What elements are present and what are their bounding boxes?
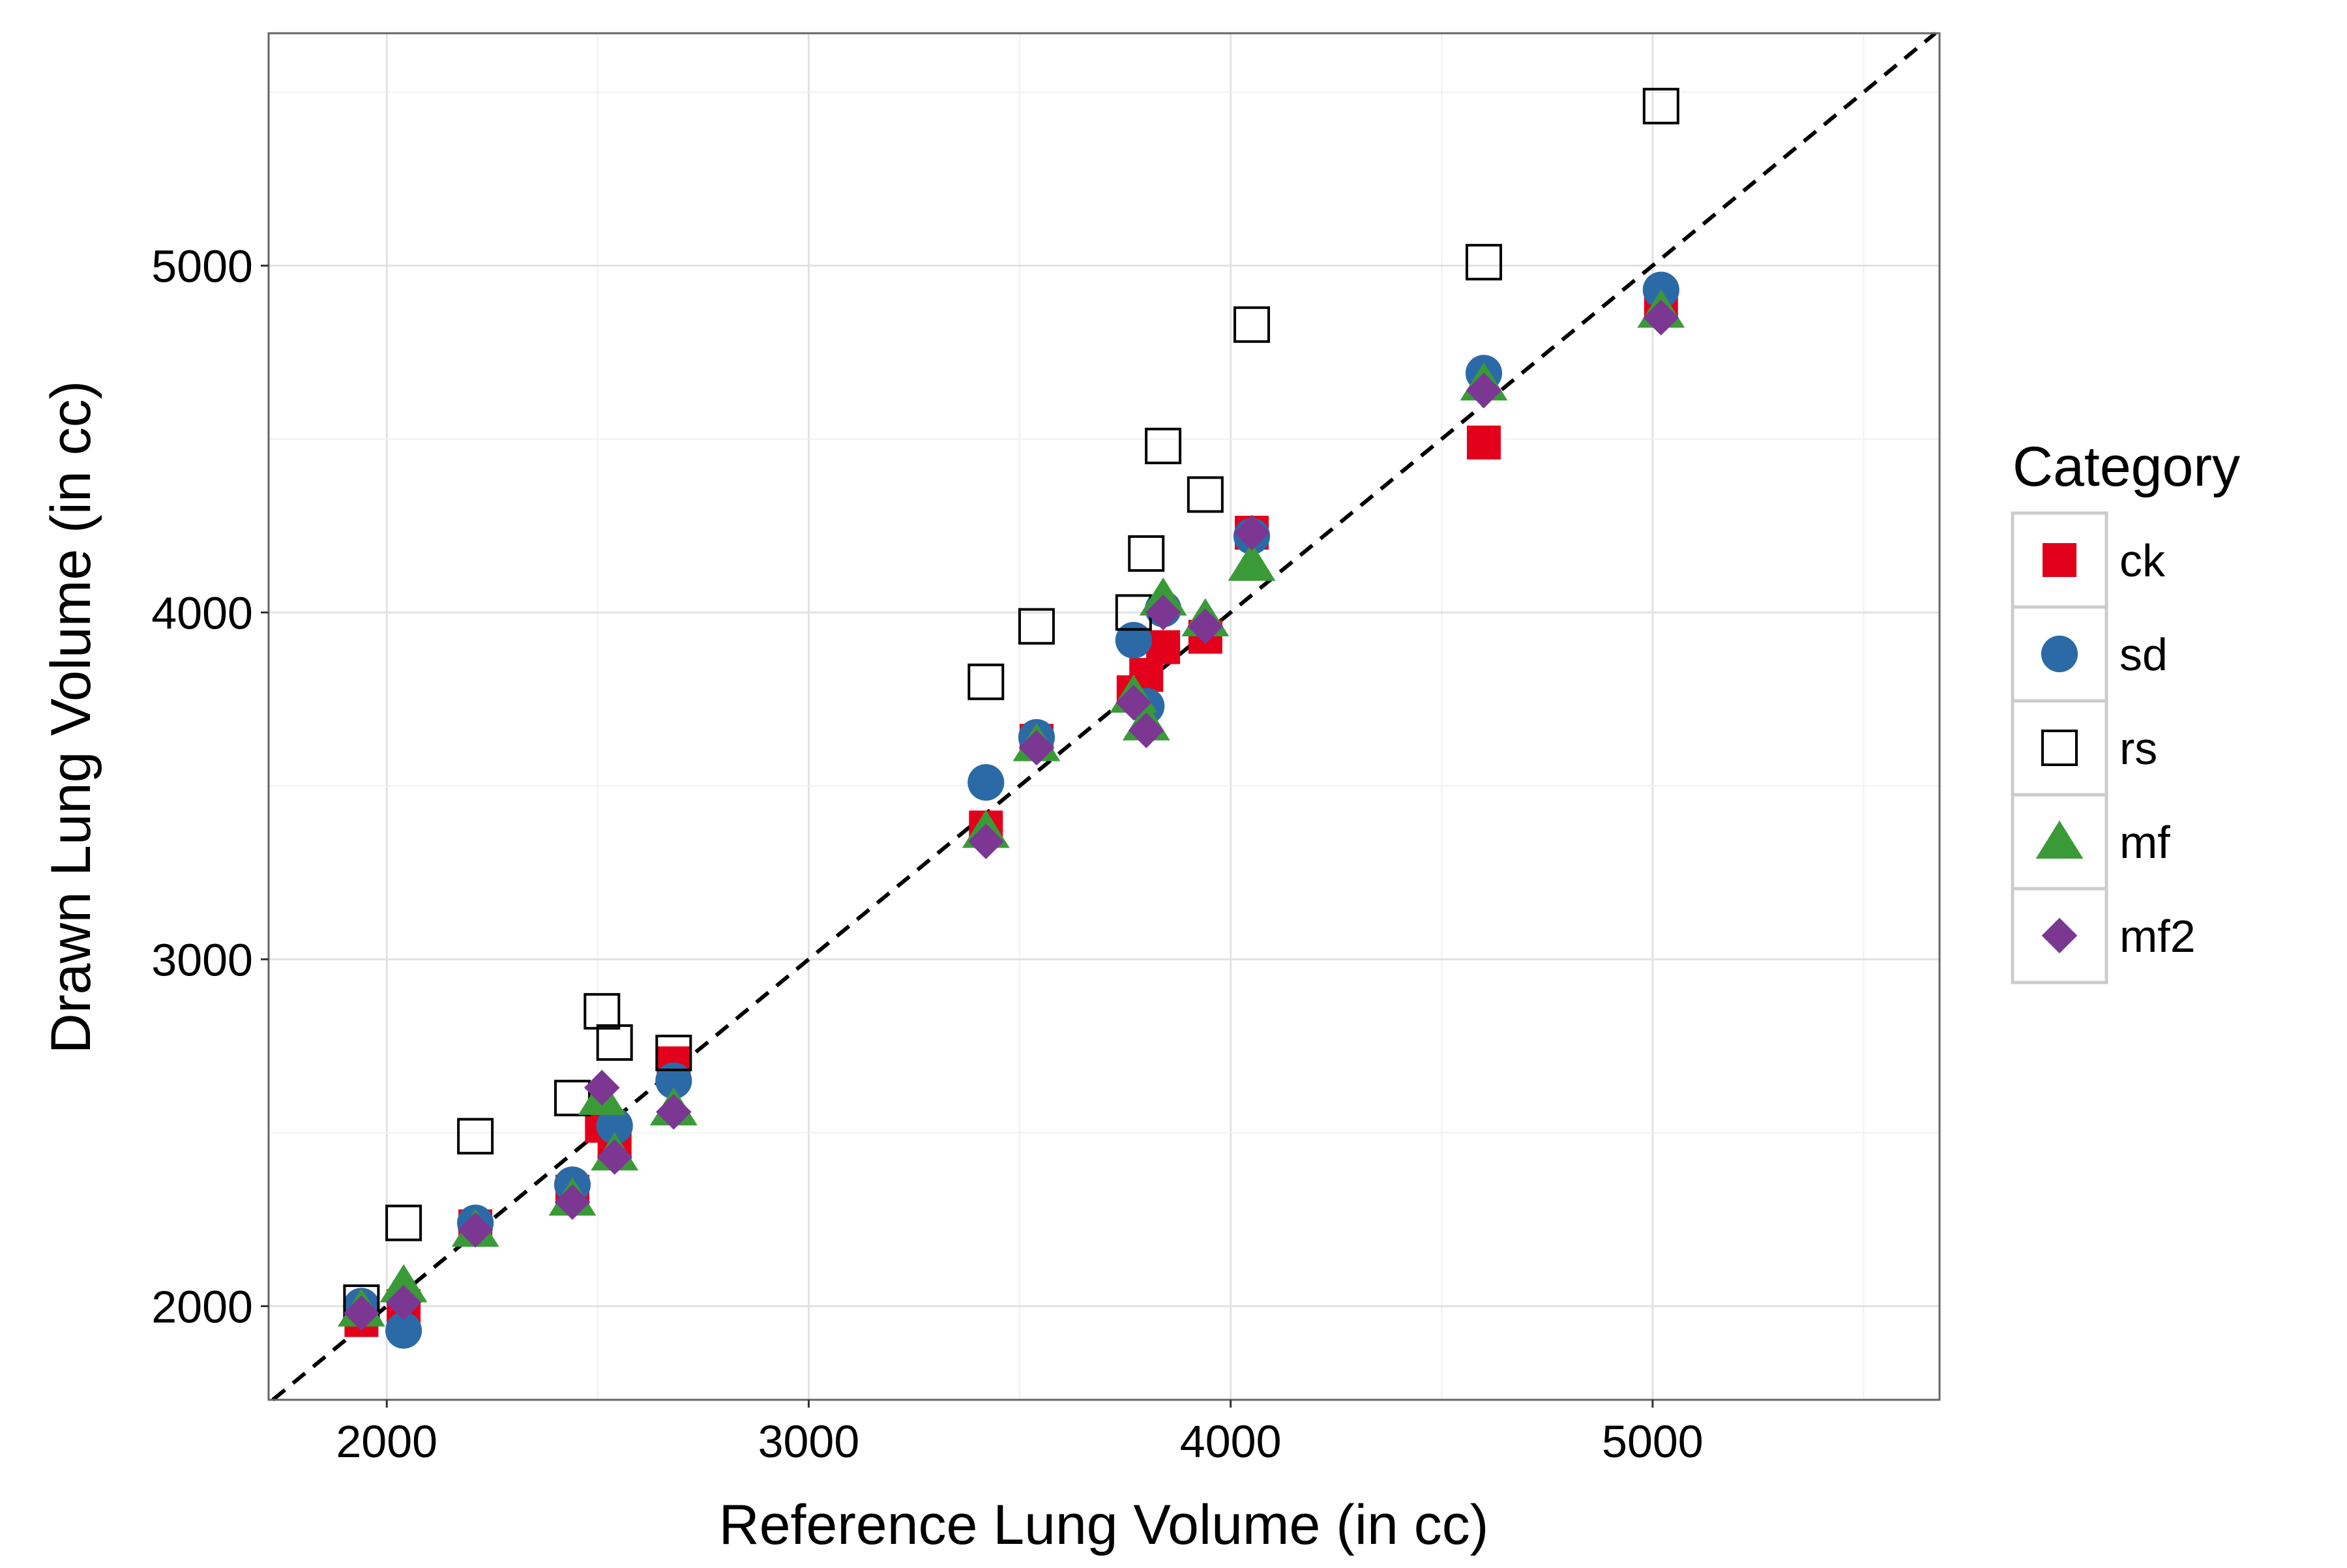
x-axis-label: Reference Lung Volume (in cc) [719, 1494, 1489, 1556]
data-point-mf2 [1187, 608, 1224, 644]
legend-item-sd: sd [2011, 605, 2168, 703]
data-point-mf2 [1145, 595, 1181, 630]
data-point-rs [655, 1035, 692, 1072]
x-tick-label: 5000 [1602, 1416, 1704, 1467]
y-tick-label: 3000 [151, 934, 253, 985]
data-point-mf2 [1128, 712, 1164, 748]
legend-label-mf: mf [2119, 817, 2170, 868]
data-point-rs [385, 1204, 422, 1241]
data-point-sd [655, 1062, 692, 1099]
data-point-sd [967, 763, 1005, 801]
data-point-mf2 [344, 1295, 379, 1331]
data-point-ck [1146, 630, 1181, 664]
legend-key-sd [2041, 635, 2078, 673]
data-point-mf2 [1466, 372, 1502, 409]
data-point-mf2 [457, 1212, 494, 1248]
data-point-sd [385, 1312, 422, 1349]
data-point-rs [1233, 306, 1271, 343]
y-tick-label: 5000 [151, 241, 253, 291]
data-point-mf2 [1018, 730, 1055, 766]
legend-items: ck sd rs mf mf2 [2011, 511, 2196, 984]
data-point-mf2 [656, 1094, 692, 1130]
data-points [337, 87, 1685, 1349]
data-point-mf [379, 1264, 428, 1303]
x-tick-label: 4000 [1180, 1416, 1282, 1467]
data-point-sd [1115, 621, 1152, 659]
legend-item-ck: ck [2011, 511, 2166, 609]
legend-label-ck: ck [2119, 535, 2166, 586]
series-mf2 [344, 299, 1679, 1331]
data-point-rs [1642, 87, 1679, 125]
legend-label-rs: rs [2119, 723, 2157, 774]
x-tick-label: 3000 [758, 1416, 860, 1467]
legend-item-rs: rs [2011, 699, 2157, 797]
data-point-rs [1187, 476, 1224, 513]
axis-ticks: 2000 3000 4000 5000 2000 3000 4000 5000 [151, 241, 1703, 1467]
data-point-rs [1018, 608, 1055, 645]
data-point-rs [1145, 428, 1182, 465]
legend-key-rs [2041, 730, 2078, 766]
legend-title: Category [2013, 436, 2240, 498]
data-point-rs [596, 1024, 633, 1061]
y-axis-label: Drawn Lung Volume (in cc) [40, 381, 102, 1054]
legend-key-box [2011, 887, 2108, 984]
grid-lines [269, 33, 1940, 1400]
legend-key-ck [2043, 543, 2076, 577]
data-point-rs [1466, 244, 1502, 281]
legend: Category ck sd rs mf mf2 [2011, 436, 2240, 984]
data-point-mf2 [1643, 299, 1679, 336]
legend-item-mf: mf [2011, 793, 2170, 891]
x-tick-label: 2000 [336, 1416, 437, 1467]
legend-key-mf [2035, 820, 2084, 859]
y-tick-label: 4000 [151, 587, 253, 638]
data-point-mf2 [967, 823, 1004, 859]
plot-panel-border [267, 32, 1941, 1401]
data-point-mf [1228, 542, 1276, 581]
data-point-mf2 [584, 1069, 620, 1106]
legend-key-box [2011, 699, 2108, 797]
reference-line [271, 31, 1937, 1402]
data-point-mf2 [1115, 685, 1152, 721]
data-point-rs [967, 663, 1005, 700]
data-point-sd [596, 1107, 633, 1144]
data-point-mf2 [1233, 514, 1270, 551]
data-point-ck [1467, 425, 1501, 460]
y-tick-label: 2000 [151, 1281, 253, 1332]
legend-label-mf2: mf2 [2119, 911, 2196, 962]
data-point-rs [457, 1117, 494, 1155]
data-point-mf2 [597, 1139, 633, 1175]
data-point-rs [583, 993, 621, 1030]
data-point-rs [1128, 535, 1165, 572]
legend-label-sd: sd [2119, 629, 2168, 680]
legend-item-mf2: mf2 [2011, 887, 2196, 984]
legend-key-mf2 [2041, 917, 2078, 954]
data-point-mf2 [385, 1284, 422, 1321]
identity-line [271, 31, 1937, 1402]
data-point-mf2 [554, 1184, 591, 1220]
